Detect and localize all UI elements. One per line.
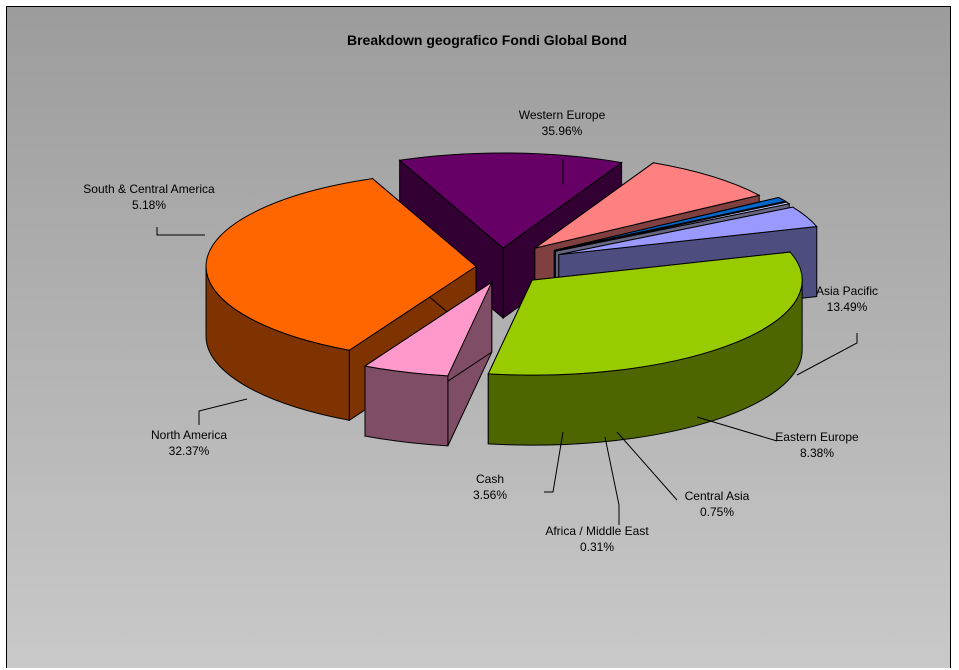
chart-title: Breakdown geografico Fondi Global Bond [347, 32, 627, 48]
slice-name-label: Western Europe [519, 108, 606, 122]
data-label: Cash 3.56% [473, 472, 507, 502]
slice-name-label: Asia Pacific [816, 284, 878, 298]
slice-value-label: 8.38% [800, 446, 834, 460]
leader-line [696, 416, 778, 442]
data-label: South & Central America 5.18% [83, 182, 215, 212]
slice-value-label: 35.96% [542, 124, 583, 138]
leader-line [198, 398, 248, 425]
data-label: Western Europe 35.96% [519, 108, 606, 138]
leader-line [156, 227, 205, 236]
pie-chart: Breakdown geografico Fondi Global Bond W… [83, 32, 878, 554]
data-label: Asia Pacific 13.49% [816, 284, 878, 314]
slice-value-label: 13.49% [827, 300, 868, 314]
slice-name-label: North America [151, 428, 227, 442]
slice-name-label: Cash [476, 472, 504, 486]
data-label: North America 32.37% [151, 428, 227, 458]
slice-value-label: 0.75% [700, 505, 734, 519]
data-label: Africa / Middle East 0.31% [545, 524, 649, 554]
slice-name-label: Africa / Middle East [545, 524, 649, 538]
leader-line [796, 333, 858, 376]
leader-line [544, 431, 564, 493]
slice-name-label: Eastern Europe [775, 430, 859, 444]
leader-line [616, 431, 678, 501]
pie-slice-south-central-america [363, 280, 493, 447]
slice-value-label: 32.37% [169, 444, 210, 458]
slice-name-label: South & Central America [83, 182, 215, 196]
data-label: Eastern Europe 8.38% [775, 430, 859, 460]
data-label: Central Asia 0.75% [685, 489, 750, 519]
slice-value-label: 0.31% [580, 540, 614, 554]
slice-value-label: 3.56% [473, 488, 507, 502]
pie-slice-north-america [487, 251, 803, 446]
slice-name-label: Central Asia [685, 489, 750, 503]
slice-value-label: 5.18% [132, 198, 166, 212]
chart-area: Breakdown geografico Fondi Global Bond W… [6, 6, 951, 668]
pie-slice-western-europe [205, 177, 477, 422]
leader-line [604, 436, 620, 525]
